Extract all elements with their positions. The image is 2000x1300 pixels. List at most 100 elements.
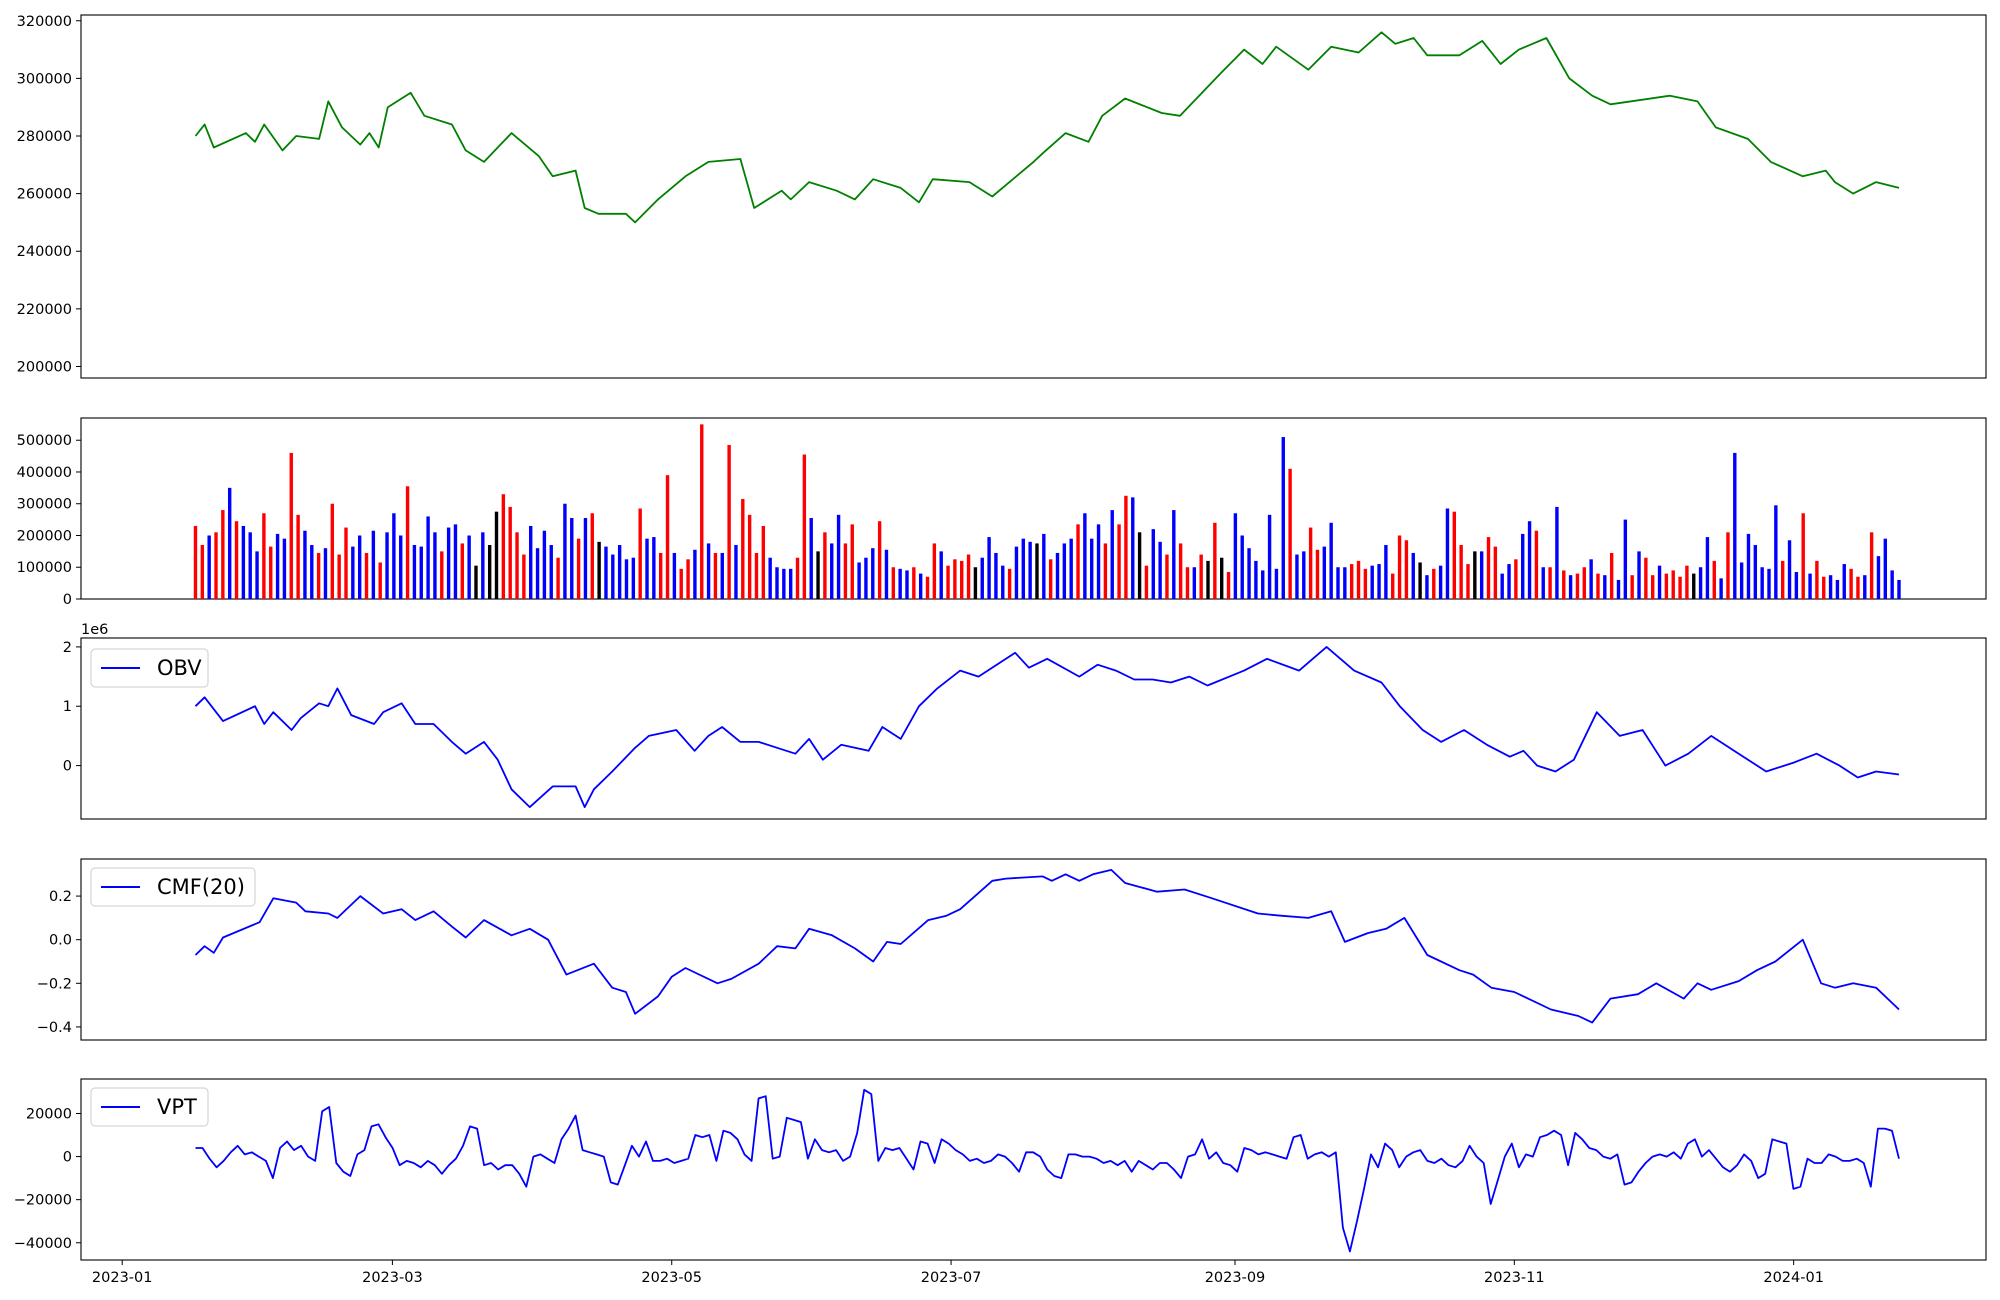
volume-bar xyxy=(1726,532,1730,599)
volume-bar xyxy=(686,559,690,599)
volume-bar xyxy=(1555,506,1559,599)
obv-legend: OBV xyxy=(90,648,209,688)
volume-bar xyxy=(1466,564,1470,599)
volume-bar xyxy=(1828,575,1833,599)
volume-bar xyxy=(658,552,663,599)
volume-bar xyxy=(857,562,861,599)
vpt-plot-frame xyxy=(80,1078,1987,1261)
volume-bar xyxy=(440,551,444,599)
volume-bar xyxy=(1582,567,1586,599)
volume-bar xyxy=(987,537,991,599)
price-y-tick-label: 320000 xyxy=(17,14,72,30)
volume-bar xyxy=(1137,532,1142,599)
vpt-y-tick-label: 0 xyxy=(63,1150,72,1166)
cmf-panel: CMF(20) −0.4 −0.2 0.0 0.2 xyxy=(37,858,1987,1041)
volume-bar xyxy=(378,562,382,599)
volume-bar xyxy=(1897,579,1901,599)
volume-bar xyxy=(782,568,786,599)
volume-bar xyxy=(994,552,998,599)
price-y-tick-label: 220000 xyxy=(17,302,72,318)
volume-bar xyxy=(392,513,396,599)
price-y-tick-label: 300000 xyxy=(17,71,72,87)
volume-bar xyxy=(604,546,608,599)
volume-bar xyxy=(802,454,807,599)
volume-bar xyxy=(1226,572,1231,599)
volume-bar xyxy=(269,546,273,599)
volume-bar xyxy=(1425,575,1429,599)
volume-bar xyxy=(481,532,485,599)
volume-bar xyxy=(871,548,875,599)
volume-bar xyxy=(768,557,772,599)
volume-bar xyxy=(207,535,211,599)
obv-panel: 1e6 OBV 0 1 2 xyxy=(63,622,1987,820)
volume-bar xyxy=(1069,538,1073,599)
volume-bar xyxy=(706,543,711,599)
volume-bar xyxy=(1308,527,1313,599)
volume-bar xyxy=(385,532,389,599)
price-y-tick-label: 240000 xyxy=(17,244,72,260)
volume-bar xyxy=(1692,573,1696,599)
volume-bar xyxy=(275,533,280,599)
volume-bar xyxy=(1541,567,1545,599)
volume-bar xyxy=(542,530,547,599)
volume-bar xyxy=(494,511,499,599)
volume-bar xyxy=(323,548,328,599)
volume-bar xyxy=(973,567,978,599)
volume-bar xyxy=(1623,519,1628,599)
volume-bar xyxy=(1746,533,1751,599)
volume-bar xyxy=(433,532,437,599)
volume-bar xyxy=(1377,564,1381,599)
volume-bar xyxy=(1780,560,1785,599)
volume-bar xyxy=(1815,560,1819,599)
volume-bar xyxy=(1507,564,1511,599)
volume-bar xyxy=(1733,452,1737,599)
x-tick-label: 2023-07 xyxy=(921,1270,982,1286)
volume-bar xyxy=(453,524,458,599)
x-tick-label: 2023-11 xyxy=(1484,1270,1545,1286)
volume-bar xyxy=(1281,437,1285,599)
volume-bar xyxy=(864,557,868,599)
volume-bar xyxy=(932,543,937,599)
volume-bar xyxy=(617,545,622,599)
volume-bar xyxy=(1644,557,1648,599)
volume-bar xyxy=(1315,549,1320,599)
volume-bar xyxy=(1527,521,1532,599)
volume-bar xyxy=(1363,568,1368,599)
volume-bar xyxy=(522,554,526,599)
volume-bar xyxy=(1076,524,1080,599)
volume-bar xyxy=(1521,533,1525,599)
volume-bar xyxy=(1035,543,1039,599)
volume-bar xyxy=(351,546,355,599)
volume-bar xyxy=(303,530,307,599)
price-y-tick-label: 200000 xyxy=(17,359,72,375)
volume-bar xyxy=(1240,535,1244,599)
volume-bar xyxy=(1110,510,1114,599)
volume-bar xyxy=(775,567,779,599)
volume-bar xyxy=(1801,513,1805,599)
obv-series-line xyxy=(194,646,1900,808)
volume-bar xyxy=(809,518,813,599)
obv-y-tick-label: 2 xyxy=(63,640,72,656)
price-series-line xyxy=(194,31,1900,224)
volume-bar xyxy=(597,541,601,599)
volume-bar xyxy=(788,568,793,599)
volume-bar xyxy=(508,506,512,599)
volume-bar xyxy=(227,487,232,599)
volume-bar xyxy=(1863,575,1867,599)
volume-bar xyxy=(474,565,478,599)
volume-bar xyxy=(337,554,341,599)
volume-bar xyxy=(1384,545,1388,599)
volume-bar xyxy=(679,568,683,599)
volume-bar xyxy=(501,494,506,599)
x-tick-label: 2023-01 xyxy=(92,1270,153,1286)
volume-bar xyxy=(1630,575,1634,599)
volume-bar xyxy=(1562,570,1566,599)
volume-bar xyxy=(1349,564,1354,599)
volume-bar xyxy=(631,557,636,599)
volume-y-tick-label: 100000 xyxy=(17,560,72,576)
volume-bar xyxy=(761,525,766,599)
volume-y-tick-label: 500000 xyxy=(17,433,72,449)
volume-bar xyxy=(1055,552,1060,599)
volume-bar xyxy=(1760,567,1764,599)
